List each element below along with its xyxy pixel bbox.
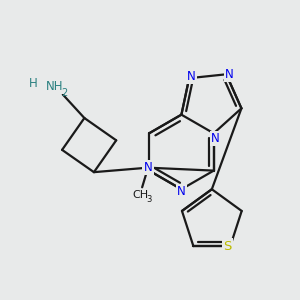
Text: N: N: [177, 185, 186, 198]
Text: CH: CH: [132, 190, 148, 200]
Text: N: N: [211, 132, 220, 145]
Text: S: S: [223, 240, 232, 253]
Text: 3: 3: [146, 195, 152, 204]
Text: NH: NH: [46, 80, 64, 93]
Text: H: H: [29, 77, 38, 90]
Text: N: N: [144, 161, 152, 174]
Text: N: N: [225, 68, 234, 81]
Text: 2: 2: [61, 88, 68, 98]
Text: N: N: [187, 70, 196, 83]
